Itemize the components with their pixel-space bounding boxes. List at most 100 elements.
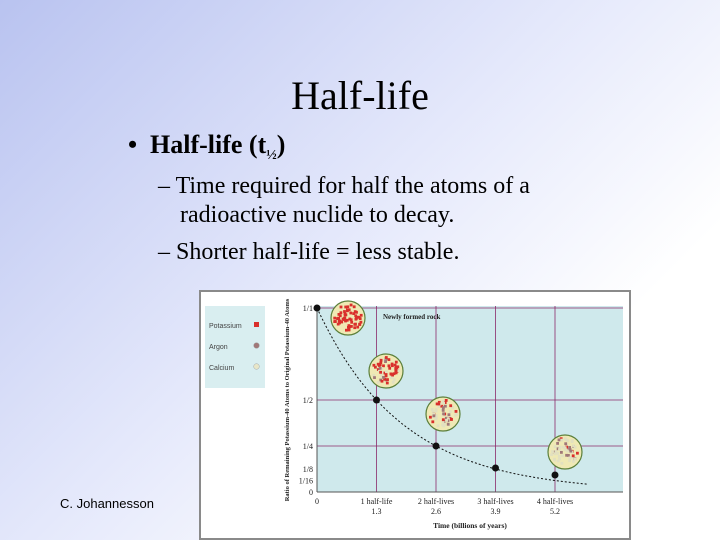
atom-dot (446, 422, 450, 426)
y-tick-label: 0 (309, 488, 313, 497)
y-axis-label-line1: Ratio of Remaining Potassium-40 Atoms to… (284, 298, 291, 501)
x-tick-label: 0 (315, 497, 319, 506)
half-life-figure: Potassium Argon Calcium Ratio of Remaining… (199, 290, 631, 540)
sub-bullet-line1: – Time required for half the atoms of a (158, 173, 530, 199)
atom-dot (441, 399, 445, 403)
y-tick-label: 1/1 (303, 304, 313, 313)
atom-dot (384, 372, 388, 376)
atom-dot (391, 373, 394, 377)
atom-dot (429, 415, 432, 419)
atom-dot (564, 438, 568, 441)
x-tick-value: 2.6 (431, 507, 441, 516)
legend-label: Argon (209, 344, 228, 351)
atom-dot (572, 444, 575, 448)
x-axis-label: Time (billions of years) (433, 521, 507, 530)
atom-dot (442, 412, 445, 416)
atom-dot (383, 377, 386, 381)
atom-dot (347, 325, 350, 329)
bullet-dot: • (128, 130, 138, 159)
atom-dot (350, 325, 353, 328)
data-point (492, 464, 499, 472)
atom-dot (444, 404, 447, 408)
atom-dot (391, 380, 395, 384)
atom-dot (553, 452, 557, 456)
atom-dot (345, 328, 348, 332)
data-point (432, 442, 440, 450)
atom-dot (550, 453, 553, 456)
atom-dot (451, 406, 455, 409)
atom-dot (441, 418, 445, 422)
atom-dot (576, 451, 579, 455)
atom-dot (394, 360, 398, 364)
atom-dot (394, 366, 398, 369)
atom-dot (338, 321, 341, 325)
atom-dot (333, 316, 337, 320)
atom-dot (572, 460, 575, 463)
legend-swatch (253, 363, 260, 370)
atom-dot (381, 371, 384, 374)
atom-dot (344, 305, 348, 309)
atom-dot (563, 446, 567, 450)
bullet-text: Half-life (t (150, 130, 267, 159)
atom-dot (390, 362, 394, 366)
data-points (313, 304, 559, 479)
atom-dot (394, 371, 398, 375)
atom-dot (567, 454, 570, 457)
atom-dot (570, 440, 574, 443)
atom-dot (431, 420, 435, 424)
atom-dot (437, 400, 441, 404)
legend-swatch (253, 342, 260, 349)
atom-dot (340, 320, 344, 324)
atom-dot (378, 366, 382, 370)
x-tick-label: 4 half-lives (537, 497, 573, 506)
sub-bullet-stability: – Shorter half-life = less stable. (158, 239, 460, 265)
atom-dot (393, 363, 397, 367)
atom-dot (553, 445, 557, 449)
atom-dot (558, 457, 561, 461)
atom-dot (374, 365, 377, 369)
atom-dot (359, 313, 363, 317)
atom-dot (337, 316, 341, 320)
atom-dot (352, 312, 356, 315)
bullet-half-life: • Half-life (t½) (128, 130, 285, 164)
atom-dot (448, 415, 451, 418)
atom-dot (338, 319, 342, 323)
atom-dot (384, 374, 388, 378)
atom-dot (558, 448, 561, 451)
atom-dot (339, 311, 343, 315)
atom-dot (349, 303, 353, 307)
y-tick-label: 1/4 (303, 442, 313, 451)
atom-dot (388, 366, 392, 370)
atom-dot (376, 362, 380, 366)
atom-dot (350, 320, 354, 324)
atom-dot (356, 325, 360, 329)
annotation-newly-formed-rock: Newly formed rock (383, 313, 441, 321)
atom-dot (573, 457, 577, 461)
atom-dot (380, 379, 384, 383)
atom-dot (357, 315, 361, 319)
x-tick-label: 3 half-lives (477, 497, 513, 506)
y-tick-label: 1/2 (303, 396, 313, 405)
x-tick-value: 1.3 (372, 507, 382, 516)
atom-dot (339, 305, 343, 309)
atom-dot (347, 324, 351, 327)
atom-dot (436, 424, 440, 428)
atom-dot (449, 418, 453, 421)
atom-dot (434, 409, 438, 413)
atom-dot (568, 459, 571, 462)
atom-dot (353, 326, 357, 330)
atom-dot (376, 381, 380, 384)
atom-dot (343, 310, 346, 313)
legend: Potassium Argon Calcium (209, 322, 260, 372)
atom-dot (556, 447, 560, 451)
atom-dot (556, 452, 559, 455)
atom-dot (379, 370, 382, 374)
atom-dot (444, 399, 448, 402)
atom-dot (554, 450, 558, 453)
atom-dot (442, 401, 445, 405)
atom-dot (431, 410, 435, 414)
atom-dot (443, 401, 447, 404)
atom-dot (347, 328, 351, 332)
bullet-close: ) (276, 130, 286, 159)
atom-dot (333, 320, 337, 323)
